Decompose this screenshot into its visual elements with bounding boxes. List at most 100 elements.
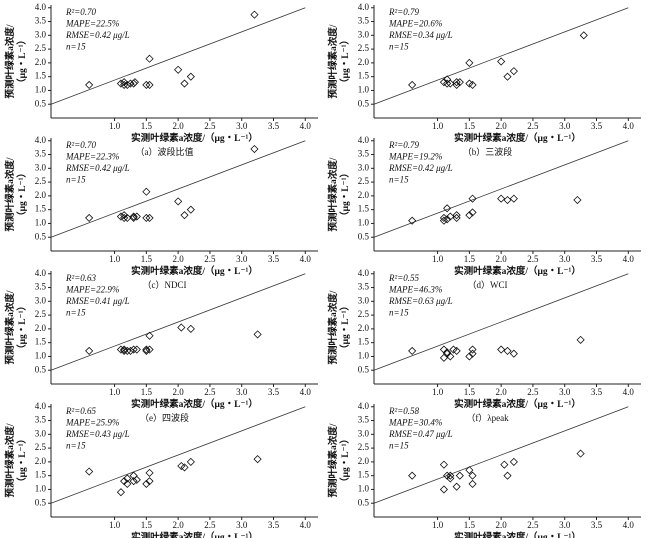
x-tick-label: 1.5 bbox=[464, 520, 476, 530]
y-tick-label: 4.0 bbox=[358, 401, 370, 411]
y-tick-label: 1.5 bbox=[358, 71, 370, 81]
y-tick-label: 0.5 bbox=[35, 364, 47, 374]
y-tick-label: 3.0 bbox=[358, 29, 370, 39]
data-point bbox=[573, 195, 582, 205]
y-tick-label: 2.5 bbox=[358, 309, 370, 319]
x-tick-label: 4.0 bbox=[623, 387, 635, 397]
x-tick-label: 2.0 bbox=[173, 121, 185, 131]
data-point bbox=[186, 72, 195, 81]
data-point bbox=[439, 216, 448, 225]
y-tick-label: 2.5 bbox=[35, 176, 47, 186]
data-point bbox=[142, 187, 151, 196]
data-point bbox=[123, 474, 132, 483]
x-tick-label: 2.0 bbox=[496, 254, 508, 264]
x-tick-label: 1.5 bbox=[141, 387, 153, 397]
x-axis-label: 实测叶绿素a浓度/（μg・L⁻¹） bbox=[454, 265, 581, 277]
stat-annotation: R²=0.65 bbox=[65, 406, 97, 416]
x-tick-label: 1.0 bbox=[109, 520, 121, 530]
data-point bbox=[186, 324, 195, 333]
x-tick-label: 3.5 bbox=[268, 121, 280, 131]
y-tick-label: 0.5 bbox=[358, 231, 370, 241]
data-point bbox=[145, 345, 154, 354]
stat-annotation: n=15 bbox=[66, 441, 86, 451]
data-point bbox=[443, 79, 452, 88]
trend-line bbox=[373, 140, 629, 238]
data-point bbox=[142, 345, 151, 354]
x-axis-label: 实测叶绿素a浓度/（μg・L⁻¹） bbox=[131, 531, 258, 538]
y-tick-label: 1.0 bbox=[35, 351, 47, 361]
x-tick-label: 3.0 bbox=[236, 520, 248, 530]
x-tick-label: 2.5 bbox=[527, 387, 539, 397]
y-tick-label: 1.0 bbox=[35, 484, 47, 494]
x-tick-label: 4.0 bbox=[300, 387, 312, 397]
data-point bbox=[132, 212, 141, 221]
stat-annotation: n=15 bbox=[389, 308, 409, 318]
y-tick-label: 2.0 bbox=[358, 190, 370, 200]
data-point bbox=[439, 353, 448, 362]
data-point bbox=[177, 461, 186, 471]
caption: （f）λpeak bbox=[466, 413, 509, 423]
y-tick-label: 4.0 bbox=[358, 135, 370, 145]
y-tick-label: 3.5 bbox=[358, 282, 370, 292]
stat-annotation: R²=0.70 bbox=[65, 7, 97, 17]
y-tick-label: 2.0 bbox=[358, 323, 370, 333]
y-tick-label: 3.0 bbox=[35, 162, 47, 172]
y-tick-label: 0.5 bbox=[358, 98, 370, 108]
data-point bbox=[145, 331, 154, 340]
stat-annotation: R²=0.79 bbox=[388, 7, 420, 17]
data-point bbox=[145, 477, 154, 486]
y-tick-label: 4.0 bbox=[35, 401, 47, 411]
y-tick-label: 2.0 bbox=[35, 456, 47, 466]
x-axis-label: 实测叶绿素a浓度/（μg・L⁻¹） bbox=[454, 398, 581, 410]
y-axis-label: （μg・L⁻¹） bbox=[339, 301, 351, 354]
x-tick-label: 3.5 bbox=[268, 254, 280, 264]
data-point bbox=[126, 346, 135, 355]
x-tick-label: 1.0 bbox=[432, 387, 444, 397]
y-axis-label: （μg・L⁻¹） bbox=[339, 168, 351, 221]
data-point bbox=[576, 449, 585, 458]
x-tick-label: 2.5 bbox=[527, 520, 539, 530]
y-axis-label: （μg・L⁻¹） bbox=[339, 434, 351, 487]
data-point bbox=[576, 335, 585, 344]
y-axis-label: （μg・L⁻¹） bbox=[16, 301, 28, 354]
data-point bbox=[116, 488, 125, 497]
y-tick-label: 1.5 bbox=[35, 71, 47, 81]
y-tick-label: 3.5 bbox=[35, 149, 47, 159]
data-point bbox=[503, 471, 512, 480]
stat-annotation: R²=0.58 bbox=[388, 406, 420, 416]
data-point bbox=[253, 455, 262, 464]
y-tick-label: 3.5 bbox=[35, 415, 47, 425]
data-point bbox=[145, 54, 154, 63]
data-point bbox=[250, 10, 259, 19]
x-axis-label: 实测叶绿素a浓度/（μg・L⁻¹） bbox=[131, 398, 258, 410]
caption: （a）波段比值 bbox=[136, 146, 194, 157]
x-tick-label: 2.5 bbox=[527, 121, 539, 131]
data-point bbox=[497, 345, 506, 354]
data-point bbox=[465, 466, 474, 475]
x-tick-label: 3.5 bbox=[591, 520, 603, 530]
stat-annotation: MAPE=22.3% bbox=[65, 152, 119, 162]
x-tick-label: 1.5 bbox=[464, 254, 476, 264]
data-point bbox=[123, 479, 132, 488]
data-point bbox=[174, 197, 183, 206]
data-point bbox=[439, 213, 448, 222]
data-point bbox=[509, 194, 518, 203]
y-tick-label: 2.5 bbox=[358, 442, 370, 452]
stat-annotation: n=15 bbox=[389, 441, 409, 451]
data-point bbox=[497, 57, 506, 66]
caption: （b）三波段 bbox=[463, 146, 513, 157]
x-tick-label: 1.5 bbox=[464, 387, 476, 397]
stat-annotation: RMSE=0.42 μg/L bbox=[388, 163, 453, 173]
data-point bbox=[129, 213, 138, 222]
data-point bbox=[177, 323, 186, 332]
data-point bbox=[468, 349, 477, 358]
y-tick-label: 3.5 bbox=[358, 149, 370, 159]
y-tick-label: 1.5 bbox=[358, 204, 370, 214]
stat-annotation: n=15 bbox=[66, 308, 86, 318]
trend-line bbox=[50, 7, 306, 105]
x-tick-label: 2.5 bbox=[527, 254, 539, 264]
data-point bbox=[180, 79, 189, 88]
data-point bbox=[85, 467, 94, 476]
data-point bbox=[452, 482, 461, 491]
stat-annotation: RMSE=0.43 μg/L bbox=[65, 429, 130, 439]
